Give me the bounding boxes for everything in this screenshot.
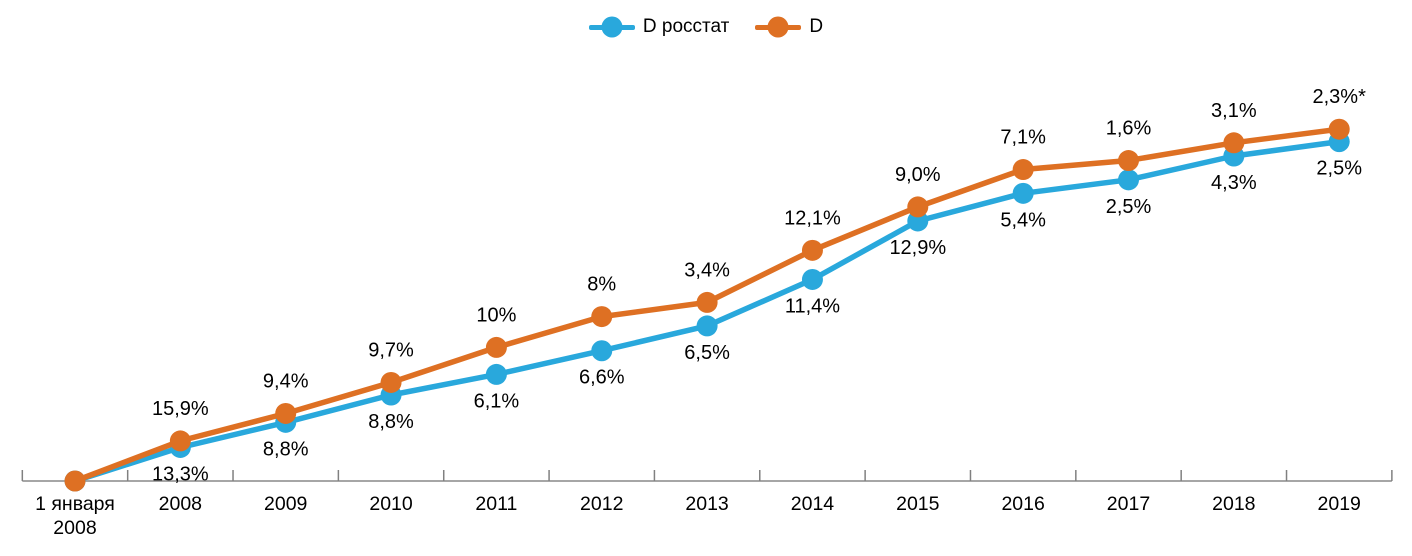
data-point-marker [591, 306, 613, 328]
data-point-label: 15,9% [152, 398, 209, 420]
data-point-label: 7,1% [1000, 127, 1046, 149]
data-point-marker [591, 340, 613, 362]
data-point-marker [485, 336, 507, 358]
x-axis-label: 2009 [264, 493, 307, 515]
data-point-label: 9,4% [263, 370, 309, 392]
data-point-label: 2,3%* [1313, 86, 1367, 108]
data-point-label: 1,6% [1106, 118, 1152, 140]
x-axis-label: 2008 [159, 493, 202, 515]
x-axis-label: 2013 [685, 493, 728, 515]
legend-item-d-rosstat: D росстат [588, 16, 730, 38]
x-axis-label: 2011 [475, 493, 517, 515]
data-point-marker [801, 268, 823, 290]
data-point-label: 2,5% [1106, 196, 1152, 218]
data-point-marker [696, 315, 718, 337]
x-axis-label: 2016 [1001, 493, 1044, 515]
legend-label-d: D [809, 16, 824, 37]
data-point-marker [1118, 169, 1139, 191]
data-point-label: 8,8% [263, 438, 309, 460]
legend-item-d: D [755, 16, 823, 38]
data-point-label: 8,8% [368, 411, 414, 433]
x-axis-label: 2018 [1212, 493, 1255, 515]
data-point-label: 9,7% [368, 339, 414, 361]
data-point-marker [1118, 150, 1139, 172]
x-axis-label: 2015 [896, 493, 940, 515]
chart-legend: D росстат D [0, 16, 1412, 38]
data-point-marker [380, 371, 402, 393]
legend-dot-icon [767, 16, 789, 38]
data-point-label: 6,5% [684, 342, 730, 364]
data-point-marker [1012, 159, 1034, 181]
data-point-label: 8% [587, 274, 616, 296]
data-point-marker [64, 470, 86, 492]
data-point-label: 12,1% [784, 207, 841, 229]
data-point-marker [169, 430, 191, 452]
legend-line-dot-swatch-blue [588, 16, 635, 38]
legend-line-dot-swatch-orange [755, 16, 802, 38]
legend-label-d-rosstat: D росстат [642, 16, 730, 37]
x-axis-label: 2014 [791, 493, 835, 515]
data-point-label: 9,0% [895, 164, 941, 186]
data-point-marker [1223, 132, 1245, 154]
x-axis-label: 2019 [1318, 493, 1361, 515]
data-point-label: 4,3% [1211, 172, 1257, 194]
x-axis-label: 2017 [1107, 493, 1150, 515]
data-point-label: 3,1% [1211, 100, 1257, 122]
data-point-marker [485, 363, 507, 385]
x-axis-label: 2010 [369, 493, 413, 515]
x-axis-label: 1 января 2008 [35, 493, 115, 539]
data-point-marker [1012, 182, 1034, 204]
data-point-marker [907, 196, 929, 218]
data-point-label: 5,4% [1000, 209, 1046, 231]
x-axis-label: 2012 [580, 493, 623, 515]
data-point-label: 13,3% [152, 463, 209, 485]
data-point-label: 2,5% [1316, 158, 1362, 180]
data-point-marker [275, 402, 297, 424]
data-point-label: 12,9% [889, 237, 946, 259]
data-point-label: 3,4% [684, 259, 730, 281]
data-point-marker [1328, 118, 1350, 140]
data-point-label: 6,6% [579, 367, 625, 389]
data-point-label: 6,1% [474, 390, 520, 412]
data-point-marker [801, 239, 823, 261]
data-point-label: 10% [476, 304, 516, 326]
data-point-label: 11,4% [785, 295, 840, 317]
legend-dot-icon [601, 16, 623, 38]
data-point-marker [696, 291, 718, 313]
